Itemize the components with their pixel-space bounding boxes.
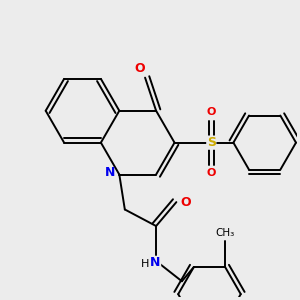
Text: N: N <box>150 256 161 269</box>
Text: H: H <box>141 259 149 269</box>
Text: O: O <box>207 168 216 178</box>
Text: S: S <box>207 136 216 149</box>
Text: O: O <box>207 107 216 117</box>
Text: CH₃: CH₃ <box>215 228 235 238</box>
Text: O: O <box>134 62 145 75</box>
Text: N: N <box>104 166 115 179</box>
Text: O: O <box>180 196 191 208</box>
